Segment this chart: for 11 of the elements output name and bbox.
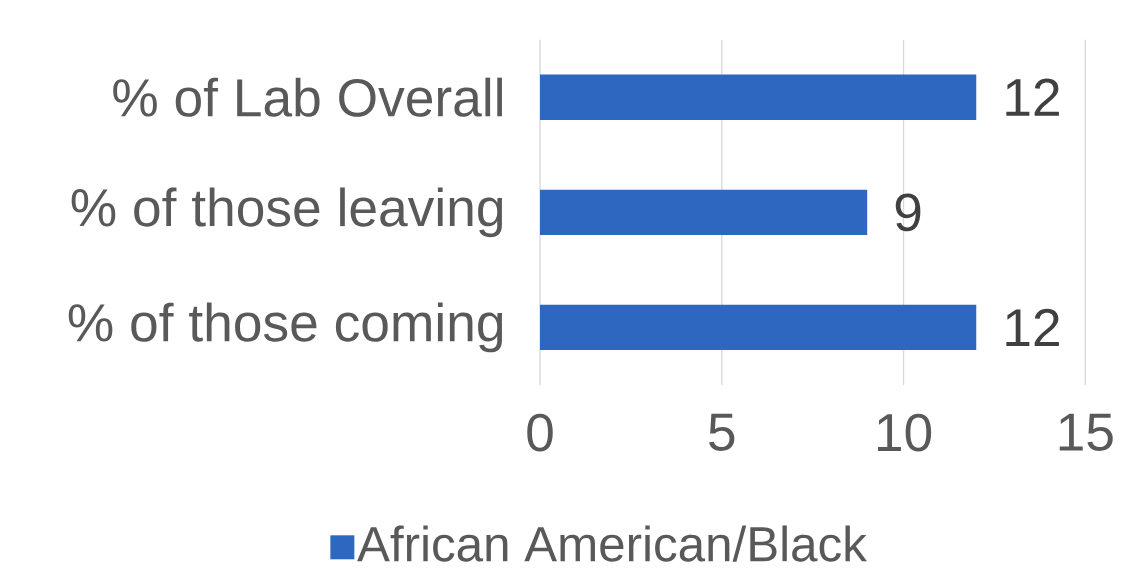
y-tick-label: % of Lab Overall — [113, 77, 502, 117]
y-tick-label: % of those leaving — [71, 187, 503, 238]
data-label: 9 — [895, 193, 921, 232]
data-label: 12 — [1006, 78, 1059, 116]
x-tick-label: 10 — [877, 413, 932, 452]
legend-label: African American/Black — [357, 525, 867, 562]
x-tick-label: 0 — [527, 413, 553, 452]
y-tick-label: % of those coming — [68, 302, 503, 353]
x-tick-label: 5 — [709, 413, 735, 451]
x-tick-label: 15 — [1059, 413, 1113, 451]
data-label: 12 — [1006, 308, 1059, 347]
